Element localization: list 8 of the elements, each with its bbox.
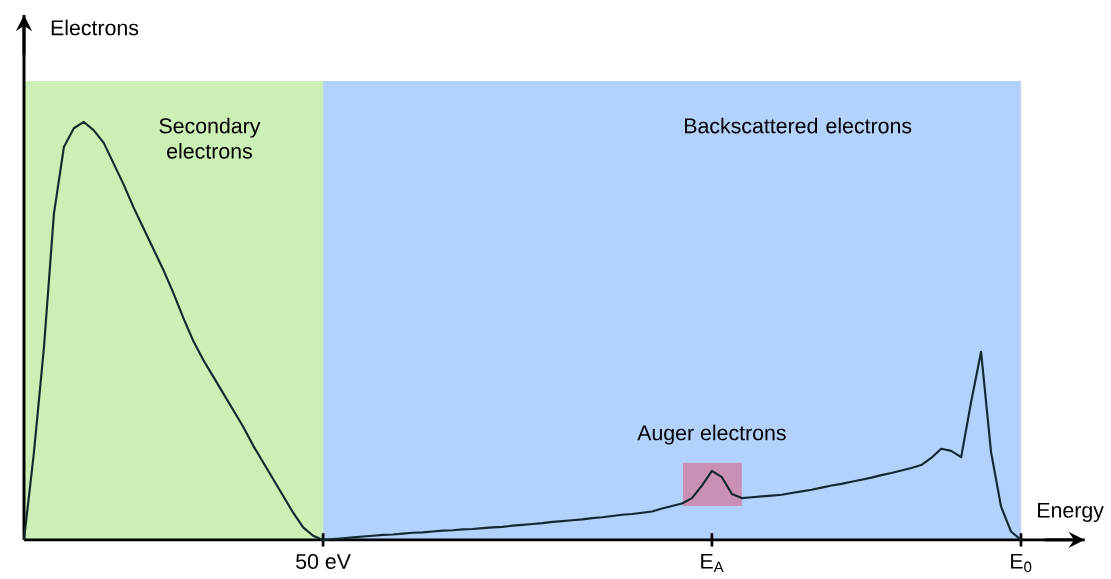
x-tick-label: 50 eV <box>296 553 351 569</box>
y-axis-title: Electrons <box>51 19 139 36</box>
x-tick-label: E$_{A}$ <box>701 553 724 572</box>
annotation: Backscattered electrons <box>685 117 912 134</box>
x-axis-title: Energy <box>1038 502 1104 522</box>
annotation: Auger electrons <box>637 424 786 445</box>
annotation: Secondary electrons <box>159 117 261 159</box>
x-tick-label: E$_{0}$ <box>1011 553 1032 573</box>
